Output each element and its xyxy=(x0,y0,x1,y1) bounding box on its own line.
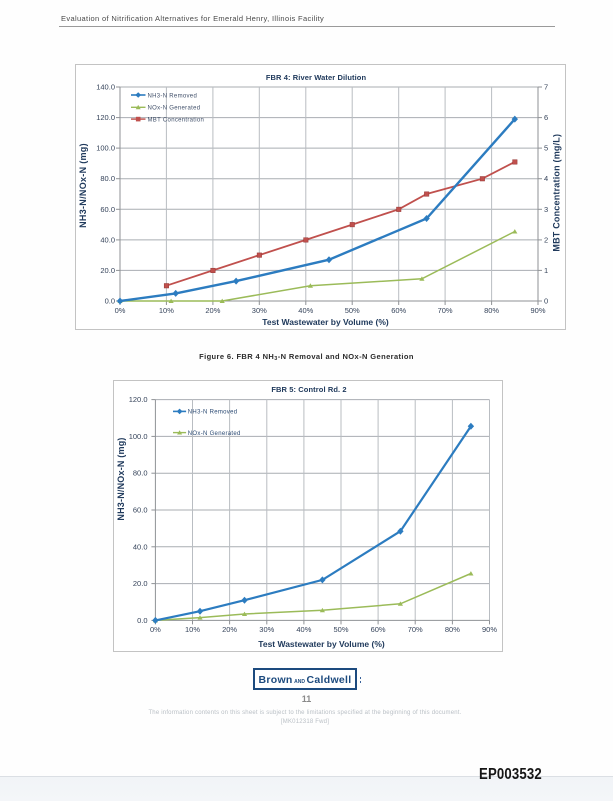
svg-text:100.0: 100.0 xyxy=(96,144,115,153)
svg-text:NH3-N/NOx-N (mg): NH3-N/NOx-N (mg) xyxy=(78,143,88,228)
svg-text:Test Wastewater by Volume (%): Test Wastewater by Volume (%) xyxy=(258,639,385,649)
svg-text:60%: 60% xyxy=(371,625,386,634)
svg-text:20.0: 20.0 xyxy=(100,266,115,275)
svg-text:140.0: 140.0 xyxy=(96,83,115,92)
svg-text:90%: 90% xyxy=(482,625,497,634)
svg-text:1: 1 xyxy=(544,266,548,275)
svg-text:2: 2 xyxy=(544,235,548,244)
svg-text:40%: 40% xyxy=(298,306,313,315)
svg-text:20%: 20% xyxy=(205,306,220,315)
svg-text:50%: 50% xyxy=(333,625,348,634)
svg-text:70%: 70% xyxy=(438,306,453,315)
svg-text:80.0: 80.0 xyxy=(133,469,148,478)
svg-text:100.0: 100.0 xyxy=(129,432,148,441)
svg-text:10%: 10% xyxy=(159,306,174,315)
svg-text:40.0: 40.0 xyxy=(100,235,115,244)
svg-text:80.0: 80.0 xyxy=(100,174,115,183)
svg-text:0.0: 0.0 xyxy=(105,297,115,306)
svg-text:10%: 10% xyxy=(185,625,200,634)
svg-text:30%: 30% xyxy=(259,625,274,634)
svg-text:0%: 0% xyxy=(150,625,161,634)
svg-text:50%: 50% xyxy=(345,306,360,315)
svg-text:NH3-N/NOx-N (mg): NH3-N/NOx-N (mg) xyxy=(116,437,126,520)
svg-text:60.0: 60.0 xyxy=(100,205,115,214)
svg-text:0.0: 0.0 xyxy=(137,616,147,625)
svg-text:5: 5 xyxy=(544,144,548,153)
svg-text:4: 4 xyxy=(544,174,548,183)
svg-text:40.0: 40.0 xyxy=(133,542,148,551)
svg-text:40%: 40% xyxy=(296,625,311,634)
svg-text:3: 3 xyxy=(544,205,548,214)
svg-text:20%: 20% xyxy=(222,625,237,634)
svg-text:NH3-N Removed: NH3-N Removed xyxy=(148,93,198,99)
svg-text:90%: 90% xyxy=(530,306,545,315)
svg-text:0%: 0% xyxy=(115,306,126,315)
svg-text:60.0: 60.0 xyxy=(133,506,148,515)
svg-text:20.0: 20.0 xyxy=(133,579,148,588)
svg-text:MBT Concentration: MBT Concentration xyxy=(148,117,205,123)
svg-text:60%: 60% xyxy=(391,306,406,315)
svg-text:80%: 80% xyxy=(445,625,460,634)
svg-text:0: 0 xyxy=(544,297,548,306)
svg-text:MBT Concentration (mg/L): MBT Concentration (mg/L) xyxy=(552,134,562,252)
svg-text:NOx-N Generated: NOx-N Generated xyxy=(188,431,241,437)
svg-text:7: 7 xyxy=(544,83,548,92)
svg-text:30%: 30% xyxy=(252,306,267,315)
svg-text:120.0: 120.0 xyxy=(129,395,148,404)
svg-text:6: 6 xyxy=(544,113,548,122)
svg-text:Test Wastewater by Volume (%): Test Wastewater by Volume (%) xyxy=(262,317,389,327)
svg-text:NOx-N Generated: NOx-N Generated xyxy=(148,106,201,112)
svg-text:120.0: 120.0 xyxy=(96,113,115,122)
svg-text:FBR 4: River Water Dilution: FBR 4: River Water Dilution xyxy=(266,73,367,82)
svg-text:80%: 80% xyxy=(484,306,499,315)
svg-text:70%: 70% xyxy=(408,625,423,634)
svg-text:NH3-N Removed: NH3-N Removed xyxy=(188,410,238,416)
svg-text:FBR 5: Control Rd. 2: FBR 5: Control Rd. 2 xyxy=(271,385,346,394)
